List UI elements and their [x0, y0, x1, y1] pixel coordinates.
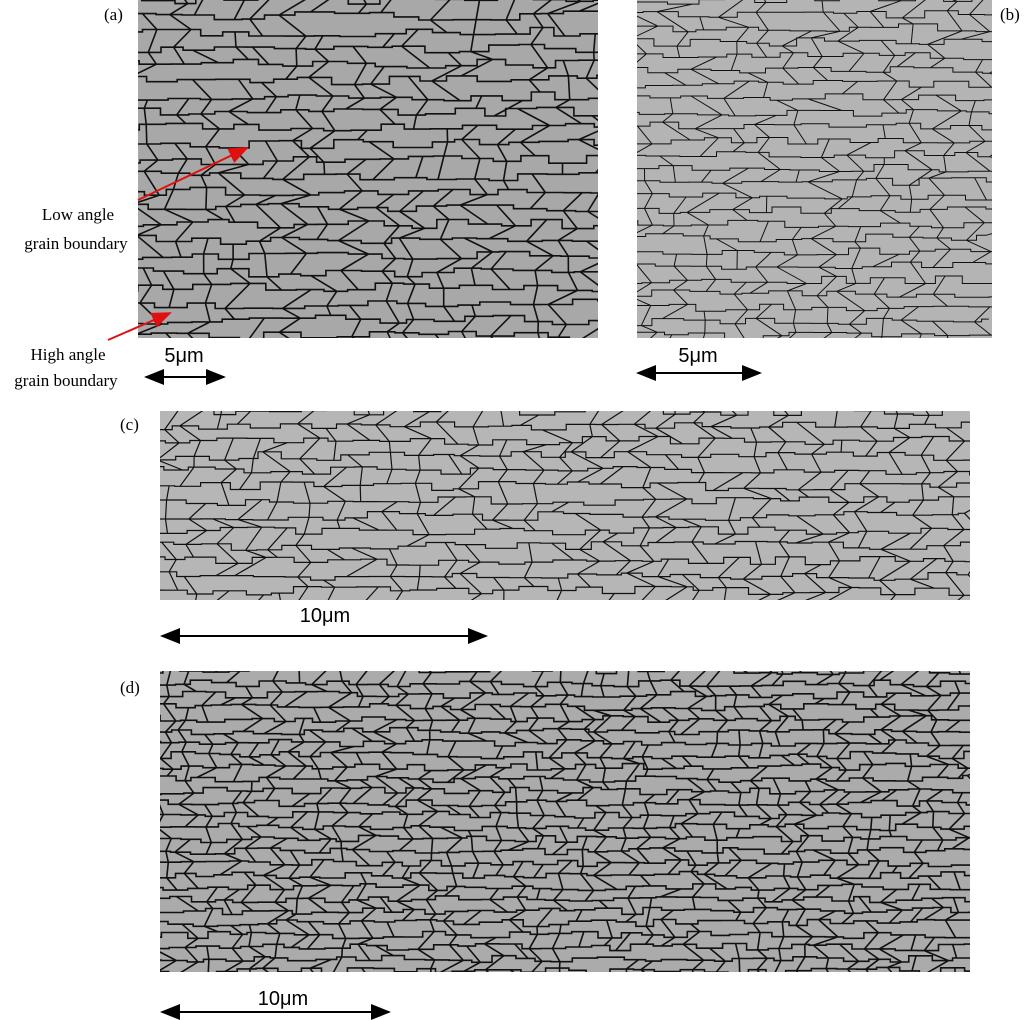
panel-label: (c) — [120, 415, 139, 434]
annotation: Low angle — [42, 205, 114, 224]
arrow — [137, 147, 249, 201]
scale-bar-label: 5μm — [678, 345, 717, 367]
scale-bar-label: 5μm — [164, 345, 203, 367]
panel-label: (d) — [120, 678, 140, 697]
panel-label: (a) — [104, 5, 123, 24]
micrograph-b — [637, 0, 992, 338]
annotation: grain boundary — [14, 371, 118, 390]
annotation: High angle — [30, 345, 105, 364]
grain-boundaries — [637, 0, 992, 338]
grain-boundaries — [160, 411, 970, 600]
grain-boundaries — [160, 671, 970, 972]
scale-bar-label: 10μm — [300, 605, 350, 627]
panel-label: (b) — [1000, 5, 1020, 24]
micrograph-a — [138, 0, 598, 338]
scale-bar-label: 10μm — [258, 988, 308, 1010]
arrow — [107, 312, 172, 341]
annotation: grain boundary — [24, 234, 128, 253]
